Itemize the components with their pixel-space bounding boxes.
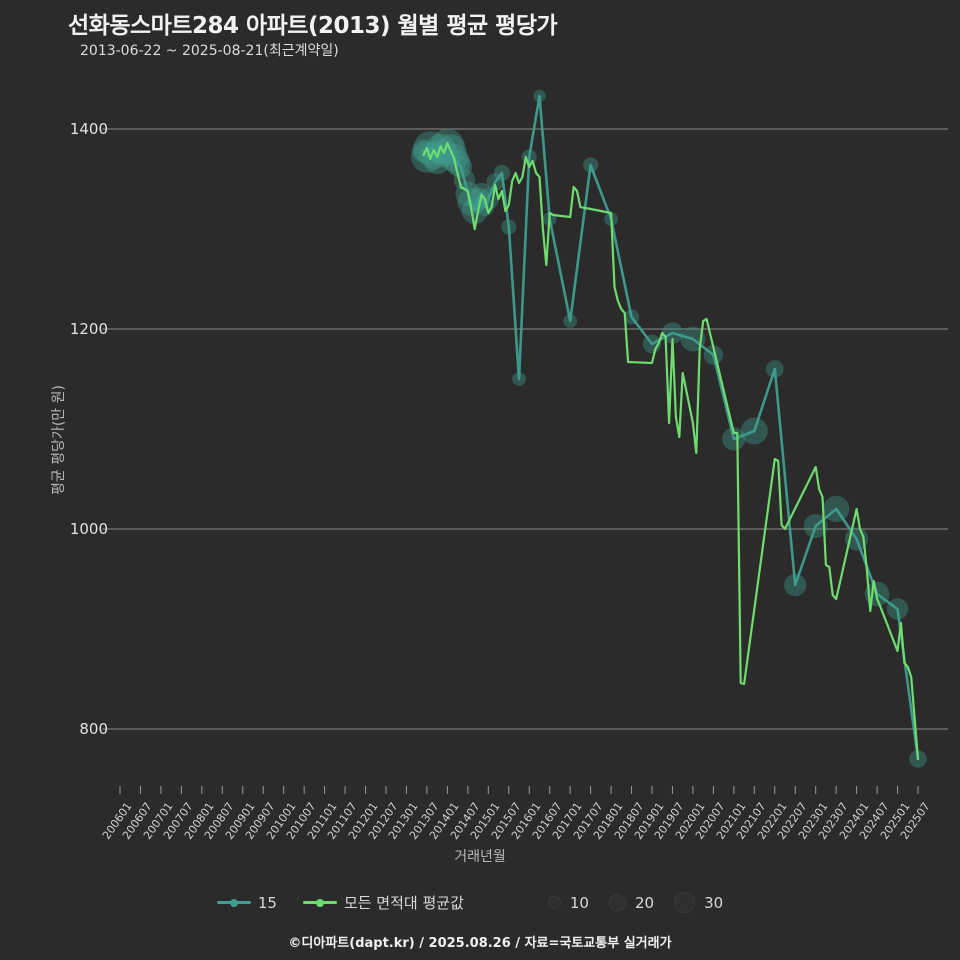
legend-marker-dot — [229, 898, 238, 907]
line-marker-icon — [302, 898, 337, 907]
legend-item[interactable]: 15 — [216, 893, 277, 912]
legend-item[interactable]: 모든 면적대 평균값 — [302, 892, 464, 913]
y-tick-label: 800 — [79, 720, 108, 738]
series-1 — [411, 89, 927, 768]
legend-label: 15 — [257, 893, 277, 912]
legend-size-item: 30 — [674, 892, 723, 913]
legend-size-label: 30 — [704, 893, 724, 912]
y-axis-ticks: 1400 1200 1000 800 — [0, 0, 108, 960]
x-axis-label: 거래년월 — [454, 849, 506, 865]
series-2 — [422, 141, 920, 761]
page-subtitle: 2013-06-22 ~ 2025-08-21(최근계약일) — [80, 43, 339, 59]
legend-label: 모든 면적대 평균값 — [343, 894, 464, 912]
legend-size-bubble — [608, 894, 626, 911]
legend-size-bubble — [547, 896, 561, 909]
y-axis-label: 평균 평당가(만 원) — [51, 385, 67, 495]
legend-size-bubble — [674, 892, 696, 913]
legend-size-label: 10 — [569, 893, 589, 912]
y-tick-label: 1400 — [69, 120, 108, 138]
y-tick-label: 1000 — [69, 520, 108, 538]
y-tick-label: 1200 — [69, 320, 108, 338]
footer-credit: ©디아파트(dapt.kr) / 2025.08.26 / 자료=국토교통부 실… — [288, 936, 672, 951]
page-title: 선화동스마트284 아파트(2013) 월별 평균 평당가 — [68, 13, 558, 39]
series-line — [422, 141, 920, 761]
legend-marker-dot — [315, 898, 324, 907]
chart-legend: 15 모든 면적대 평균값 10 20 30 — [0, 892, 960, 913]
legend-size-label: 20 — [634, 893, 655, 912]
legend-size-item: 10 — [547, 893, 589, 912]
legend-size-item: 20 — [608, 893, 655, 912]
line-marker-icon — [216, 898, 251, 907]
